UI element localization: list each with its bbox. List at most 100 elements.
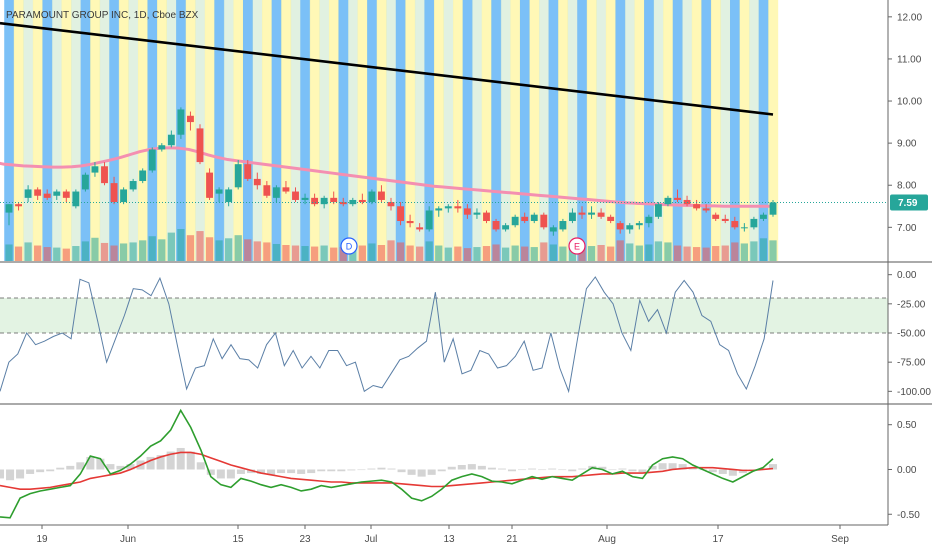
volume-bar [645, 244, 653, 261]
candle[interactable] [769, 199, 777, 217]
candle-body [712, 214, 720, 219]
candle[interactable] [463, 204, 471, 219]
candle[interactable] [731, 216, 739, 230]
candle[interactable] [378, 185, 385, 203]
candle[interactable] [530, 212, 538, 224]
candle[interactable] [645, 214, 653, 228]
candle[interactable] [167, 130, 175, 148]
candle[interactable] [435, 206, 443, 217]
candle[interactable] [292, 187, 299, 203]
candle[interactable] [253, 172, 261, 190]
volume-bar [492, 244, 500, 261]
candle[interactable] [740, 223, 748, 232]
background-band [242, 0, 253, 261]
candle[interactable] [53, 189, 61, 200]
candle[interactable] [120, 187, 128, 205]
candle[interactable] [626, 223, 634, 234]
candle[interactable] [569, 208, 576, 224]
candle[interactable] [187, 111, 194, 131]
candle[interactable] [635, 221, 643, 230]
volume-bar [205, 237, 214, 261]
candle[interactable] [34, 187, 42, 200]
volume-bar [244, 239, 252, 261]
candle[interactable] [349, 197, 357, 207]
candle[interactable] [578, 206, 586, 219]
candlesticks[interactable] [5, 107, 777, 236]
candle[interactable] [24, 185, 32, 203]
candle[interactable] [110, 176, 118, 205]
candle[interactable] [721, 214, 729, 224]
volume-bar [225, 238, 233, 261]
candle[interactable] [368, 189, 376, 205]
candle[interactable] [511, 214, 519, 228]
candle[interactable] [387, 197, 395, 211]
candle[interactable] [91, 162, 99, 177]
candle[interactable] [215, 187, 223, 203]
candle[interactable] [664, 195, 672, 207]
candle[interactable] [674, 189, 681, 203]
candle[interactable] [540, 212, 548, 230]
candle[interactable] [492, 218, 500, 232]
candle[interactable] [158, 143, 166, 152]
candle[interactable] [311, 193, 319, 207]
candle-body [654, 204, 662, 217]
candle[interactable] [397, 202, 404, 226]
candle[interactable] [502, 223, 510, 232]
candle[interactable] [712, 212, 720, 222]
candle[interactable] [139, 168, 147, 184]
candle[interactable] [454, 199, 462, 213]
candle[interactable] [101, 162, 108, 186]
candle[interactable] [5, 204, 13, 226]
candle[interactable] [693, 199, 701, 211]
candle[interactable] [521, 212, 529, 224]
candle[interactable] [416, 223, 424, 232]
candle[interactable] [616, 221, 624, 234]
candle[interactable] [301, 193, 309, 205]
candle[interactable] [234, 159, 242, 190]
candle[interactable] [263, 181, 271, 198]
candle[interactable] [196, 124, 204, 165]
volume-bar [712, 246, 720, 261]
candle[interactable] [62, 189, 70, 203]
candle[interactable] [129, 178, 137, 192]
candle[interactable] [588, 206, 595, 219]
candle[interactable] [444, 204, 452, 213]
candle[interactable] [339, 197, 347, 207]
candle[interactable] [406, 214, 414, 228]
candle[interactable] [358, 193, 366, 205]
candle[interactable] [654, 202, 662, 219]
candle[interactable] [81, 172, 89, 192]
candle[interactable] [177, 107, 185, 139]
candle[interactable] [702, 204, 710, 213]
volume-bar [72, 246, 80, 261]
candle[interactable] [760, 212, 767, 222]
candle[interactable] [148, 147, 156, 173]
candle[interactable] [15, 202, 22, 211]
macd-histogram-bar [146, 456, 155, 470]
candle[interactable] [72, 189, 80, 209]
candle[interactable] [282, 181, 290, 194]
candle[interactable] [483, 210, 490, 224]
candle[interactable] [473, 208, 481, 219]
candle[interactable] [43, 189, 51, 200]
candle-body [540, 214, 548, 228]
candle[interactable] [225, 187, 233, 207]
candle[interactable] [244, 159, 252, 182]
candle[interactable] [750, 216, 758, 230]
background-band [710, 0, 721, 261]
candle[interactable] [559, 218, 567, 232]
event-marker[interactable]: E [568, 237, 586, 255]
volume-bar [349, 246, 357, 261]
candle[interactable] [607, 214, 615, 224]
price-axis[interactable]: 7.00 8.00 9.00 10.00 11.00 12.00 0.00 -25.00 -50… [888, 12, 931, 521]
candle[interactable] [549, 225, 557, 236]
background-band [214, 0, 225, 261]
time-axis[interactable]: 19 Jun 15 23 Jul 13 21 Aug 17 Sep [36, 525, 849, 545]
event-marker[interactable]: D [340, 237, 358, 255]
candle[interactable] [272, 185, 280, 203]
candle[interactable] [597, 208, 605, 219]
candle[interactable] [206, 168, 213, 200]
candle[interactable] [425, 206, 433, 232]
